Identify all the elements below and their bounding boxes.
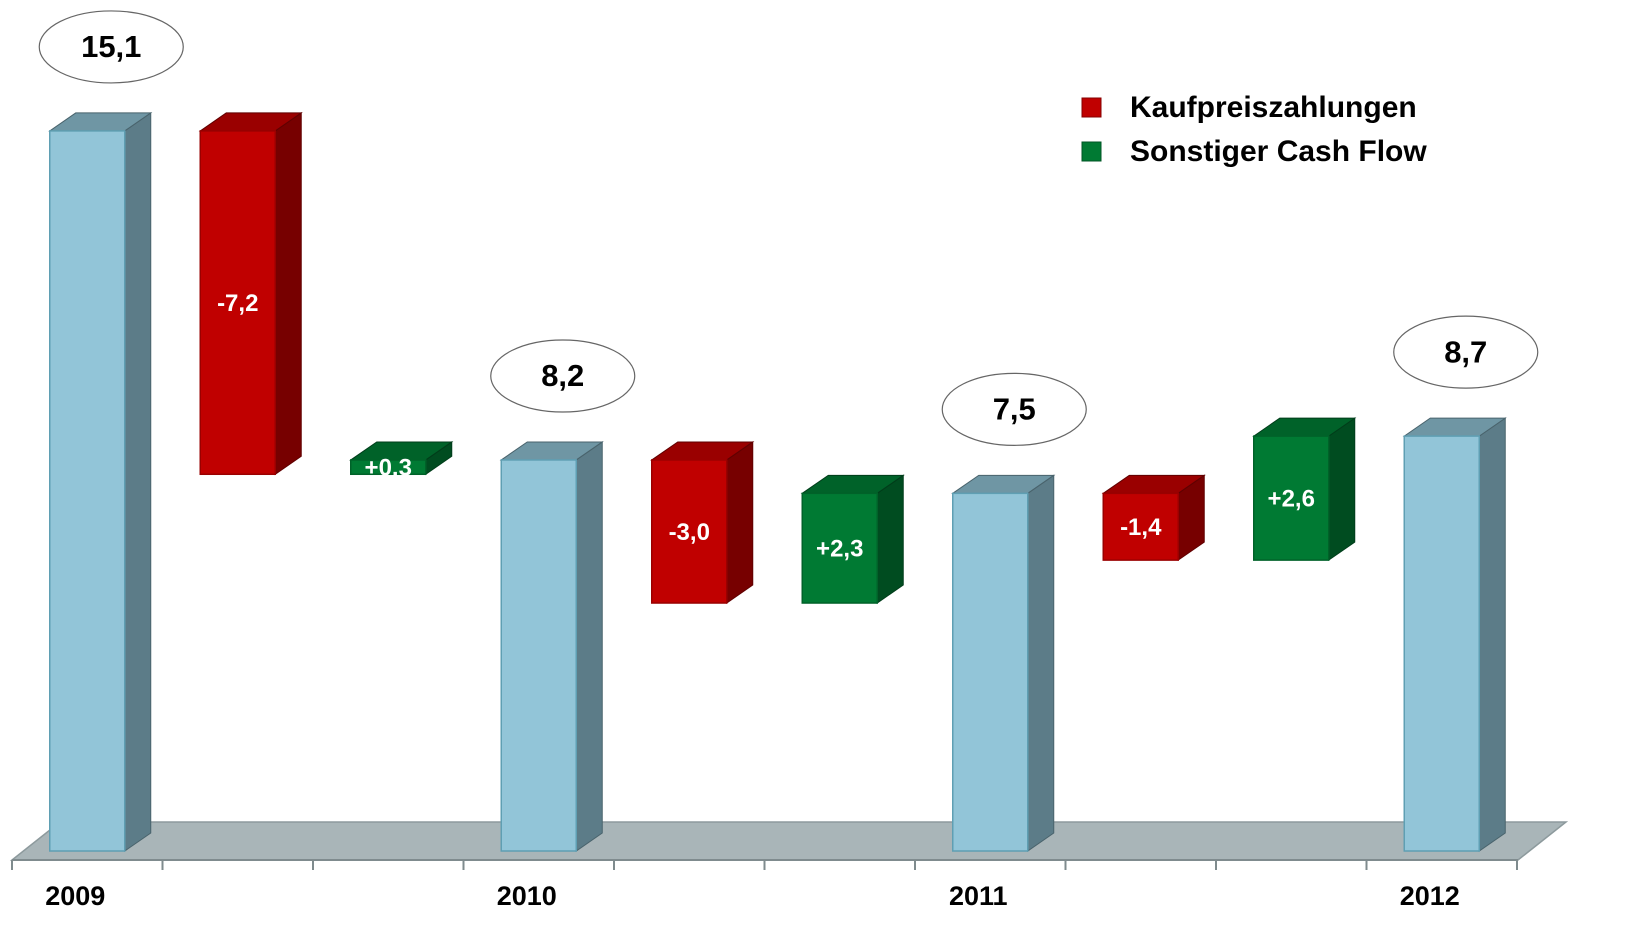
x-tick-label: 2010 xyxy=(497,881,557,911)
bar xyxy=(500,459,577,852)
x-tick-label: 2012 xyxy=(1400,881,1460,911)
legend-swatch xyxy=(1081,141,1102,162)
legend-swatch xyxy=(1081,97,1102,118)
value-label-bubble xyxy=(941,372,1087,446)
bar-side xyxy=(1328,417,1356,562)
floor xyxy=(9,821,1569,861)
value-label: +2,6 xyxy=(1268,485,1315,512)
value-label: -3,0 xyxy=(669,519,710,546)
bar xyxy=(199,130,276,476)
bar xyxy=(952,492,1029,852)
bar xyxy=(651,459,728,604)
x-tick-label: 2011 xyxy=(949,881,1008,911)
x-tick-label: 2009 xyxy=(45,881,105,911)
bar xyxy=(1253,435,1330,561)
bar-side xyxy=(1027,474,1055,852)
bar-side xyxy=(1478,417,1506,852)
value-label-bubble xyxy=(1393,315,1539,389)
value-label: 7,5 xyxy=(993,392,1036,427)
bar xyxy=(1403,435,1480,852)
legend-label: Kaufpreiszahlungen xyxy=(1130,91,1417,124)
value-label: 15,1 xyxy=(81,29,141,64)
value-label: 8,7 xyxy=(1444,334,1487,369)
bar-side xyxy=(274,111,302,476)
value-label-bubble xyxy=(490,339,636,413)
bar xyxy=(49,130,126,852)
bar xyxy=(1102,492,1179,561)
value-label: +0.3 xyxy=(365,454,412,481)
bar-side xyxy=(726,441,754,604)
legend-label: Sonstiger Cash Flow xyxy=(1130,135,1427,168)
bar-side xyxy=(876,474,904,604)
bar xyxy=(350,459,427,476)
floor-plane xyxy=(9,821,1569,861)
value-label: +2,3 xyxy=(816,536,863,563)
bar-side xyxy=(575,441,603,852)
value-label: -1,4 xyxy=(1120,514,1162,541)
bar xyxy=(801,492,878,604)
value-label-bubble xyxy=(38,10,184,84)
bar-side xyxy=(124,111,152,852)
value-label: -7,2 xyxy=(217,290,258,317)
value-label: 8,2 xyxy=(541,358,584,393)
